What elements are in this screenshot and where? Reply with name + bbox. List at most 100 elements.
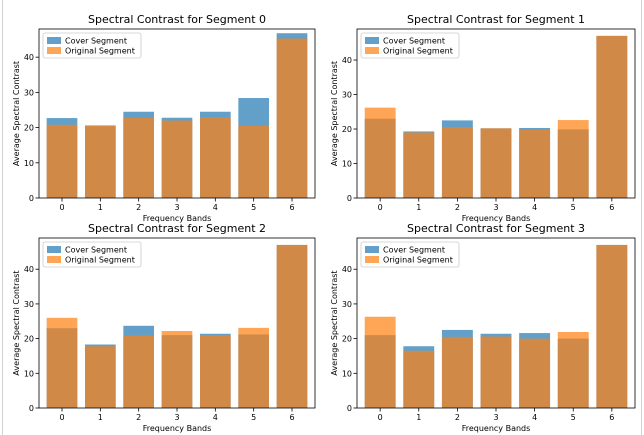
x-axis-label: Frequency Bands [462,424,531,433]
legend-label: Cover Segment [383,246,445,255]
chart-title: Spectral Contrast for Segment 2 [88,222,266,235]
x-tick-label: 5 [571,413,576,422]
legend-label: Original Segment [383,47,453,56]
x-tick-label: 4 [532,413,537,422]
bar-original-segment-band-3 [480,128,512,198]
x-tick-label: 6 [609,413,614,422]
bar-original-segment-band-5 [557,120,589,198]
bar-original-segment-band-0 [364,316,396,408]
legend-label: Cover Segment [65,246,127,255]
y-tick-label: 0 [347,194,352,203]
x-axis-label: Frequency Bands [462,214,531,223]
legend-label: Cover Segment [383,37,445,46]
subplot-segment-1: Spectral Contrast for Segment 1 0 1 2 3 4 5 6 0 1… [330,13,636,223]
subplot-segment-2: Spectral Contrast for Segment 2 0 1 2 3 4 5 6 0 1… [12,222,316,433]
legend-swatch [365,246,379,253]
page-right-rule [641,0,642,435]
y-tick-label: 10 [342,160,352,169]
x-tick-label: 1 [98,203,103,212]
legend-swatch [365,256,379,263]
y-tick-label: 10 [24,159,34,168]
bar-original-segment-band-1 [403,350,435,408]
legend-swatch [47,37,61,44]
x-tick-label: 5 [571,203,576,212]
bar-original-segment-band-2 [441,336,473,408]
legend-swatch [47,47,61,54]
y-tick-label: 30 [342,300,352,309]
x-tick-label: 6 [289,413,294,422]
legend-swatch [365,47,379,54]
y-axis-label: Average Spectral Contrast [330,61,339,166]
bar-original-segment-band-4 [200,117,231,198]
chart-title: Spectral Contrast for Segment 0 [88,13,266,26]
y-tick-label: 40 [342,265,352,274]
bar-original-segment-band-5 [557,332,589,408]
y-tick-label: 0 [29,194,34,203]
y-tick-label: 30 [342,91,352,100]
chart-title: Spectral Contrast for Segment 1 [407,13,585,26]
bar-original-segment-band-0 [364,107,396,198]
legend-swatch [47,256,61,263]
chart-title: Spectral Contrast for Segment 3 [407,222,585,235]
y-axis-label: Average Spectral Contrast [12,61,21,166]
y-tick-label: 20 [24,124,34,133]
bar-original-segment-band-3 [480,336,512,408]
legend-swatch [47,246,61,253]
legend-label: Cover Segment [65,37,127,46]
y-tick-label: 10 [342,369,352,378]
x-tick-label: 0 [59,413,64,422]
bar-original-segment-band-6 [596,244,628,408]
y-axis-label: Average Spectral Contrast [12,270,21,375]
legend-label: Original Segment [383,256,453,265]
x-tick-label: 2 [455,413,460,422]
page-left-rule [2,0,3,435]
bar-original-segment-band-6 [276,244,308,408]
bar-original-segment-band-6 [276,38,308,198]
y-axis-label: Average Spectral Contrast [330,270,339,375]
x-tick-label: 3 [174,413,179,422]
legend-box [42,32,142,59]
subplot-segment-3: Spectral Contrast for Segment 3 0 1 2 3 4 5 6 0 1… [330,222,636,433]
x-tick-label: 1 [416,203,421,212]
x-tick-label: 5 [251,203,256,212]
x-tick-label: 5 [251,413,256,422]
bar-original-segment-band-0 [46,317,78,408]
y-tick-label: 20 [342,335,352,344]
y-tick-label: 40 [342,56,352,65]
x-tick-label: 6 [609,203,614,212]
x-tick-label: 3 [174,203,179,212]
y-tick-label: 20 [24,335,34,344]
x-tick-label: 1 [98,413,103,422]
legend-box [360,241,460,268]
bar-original-segment-band-0 [46,124,78,198]
bar-original-segment-band-2 [441,126,473,198]
bar-original-segment-band-3 [161,330,193,408]
legend-box [42,241,142,268]
legend-label: Original Segment [65,47,135,56]
y-tick-label: 0 [347,404,352,413]
bar-original-segment-band-2 [123,117,154,198]
y-tick-label: 10 [24,369,34,378]
x-tick-label: 0 [378,413,383,422]
x-tick-label: 2 [136,413,141,422]
x-tick-label: 4 [213,413,218,422]
x-tick-label: 1 [416,413,421,422]
bar-original-segment-band-4 [519,129,551,198]
bar-original-segment-band-1 [85,125,116,198]
x-axis-label: Frequency Bands [143,214,212,223]
x-axis-label: Frequency Bands [143,424,212,433]
y-tick-label: 40 [24,265,34,274]
y-tick-label: 0 [29,404,34,413]
bar-original-segment-band-6 [596,35,628,198]
y-tick-label: 20 [342,125,352,134]
bar-original-segment-band-4 [519,338,551,408]
bar-original-segment-band-3 [161,120,193,198]
x-tick-label: 2 [136,203,141,212]
x-tick-label: 2 [455,203,460,212]
x-tick-label: 0 [378,203,383,212]
